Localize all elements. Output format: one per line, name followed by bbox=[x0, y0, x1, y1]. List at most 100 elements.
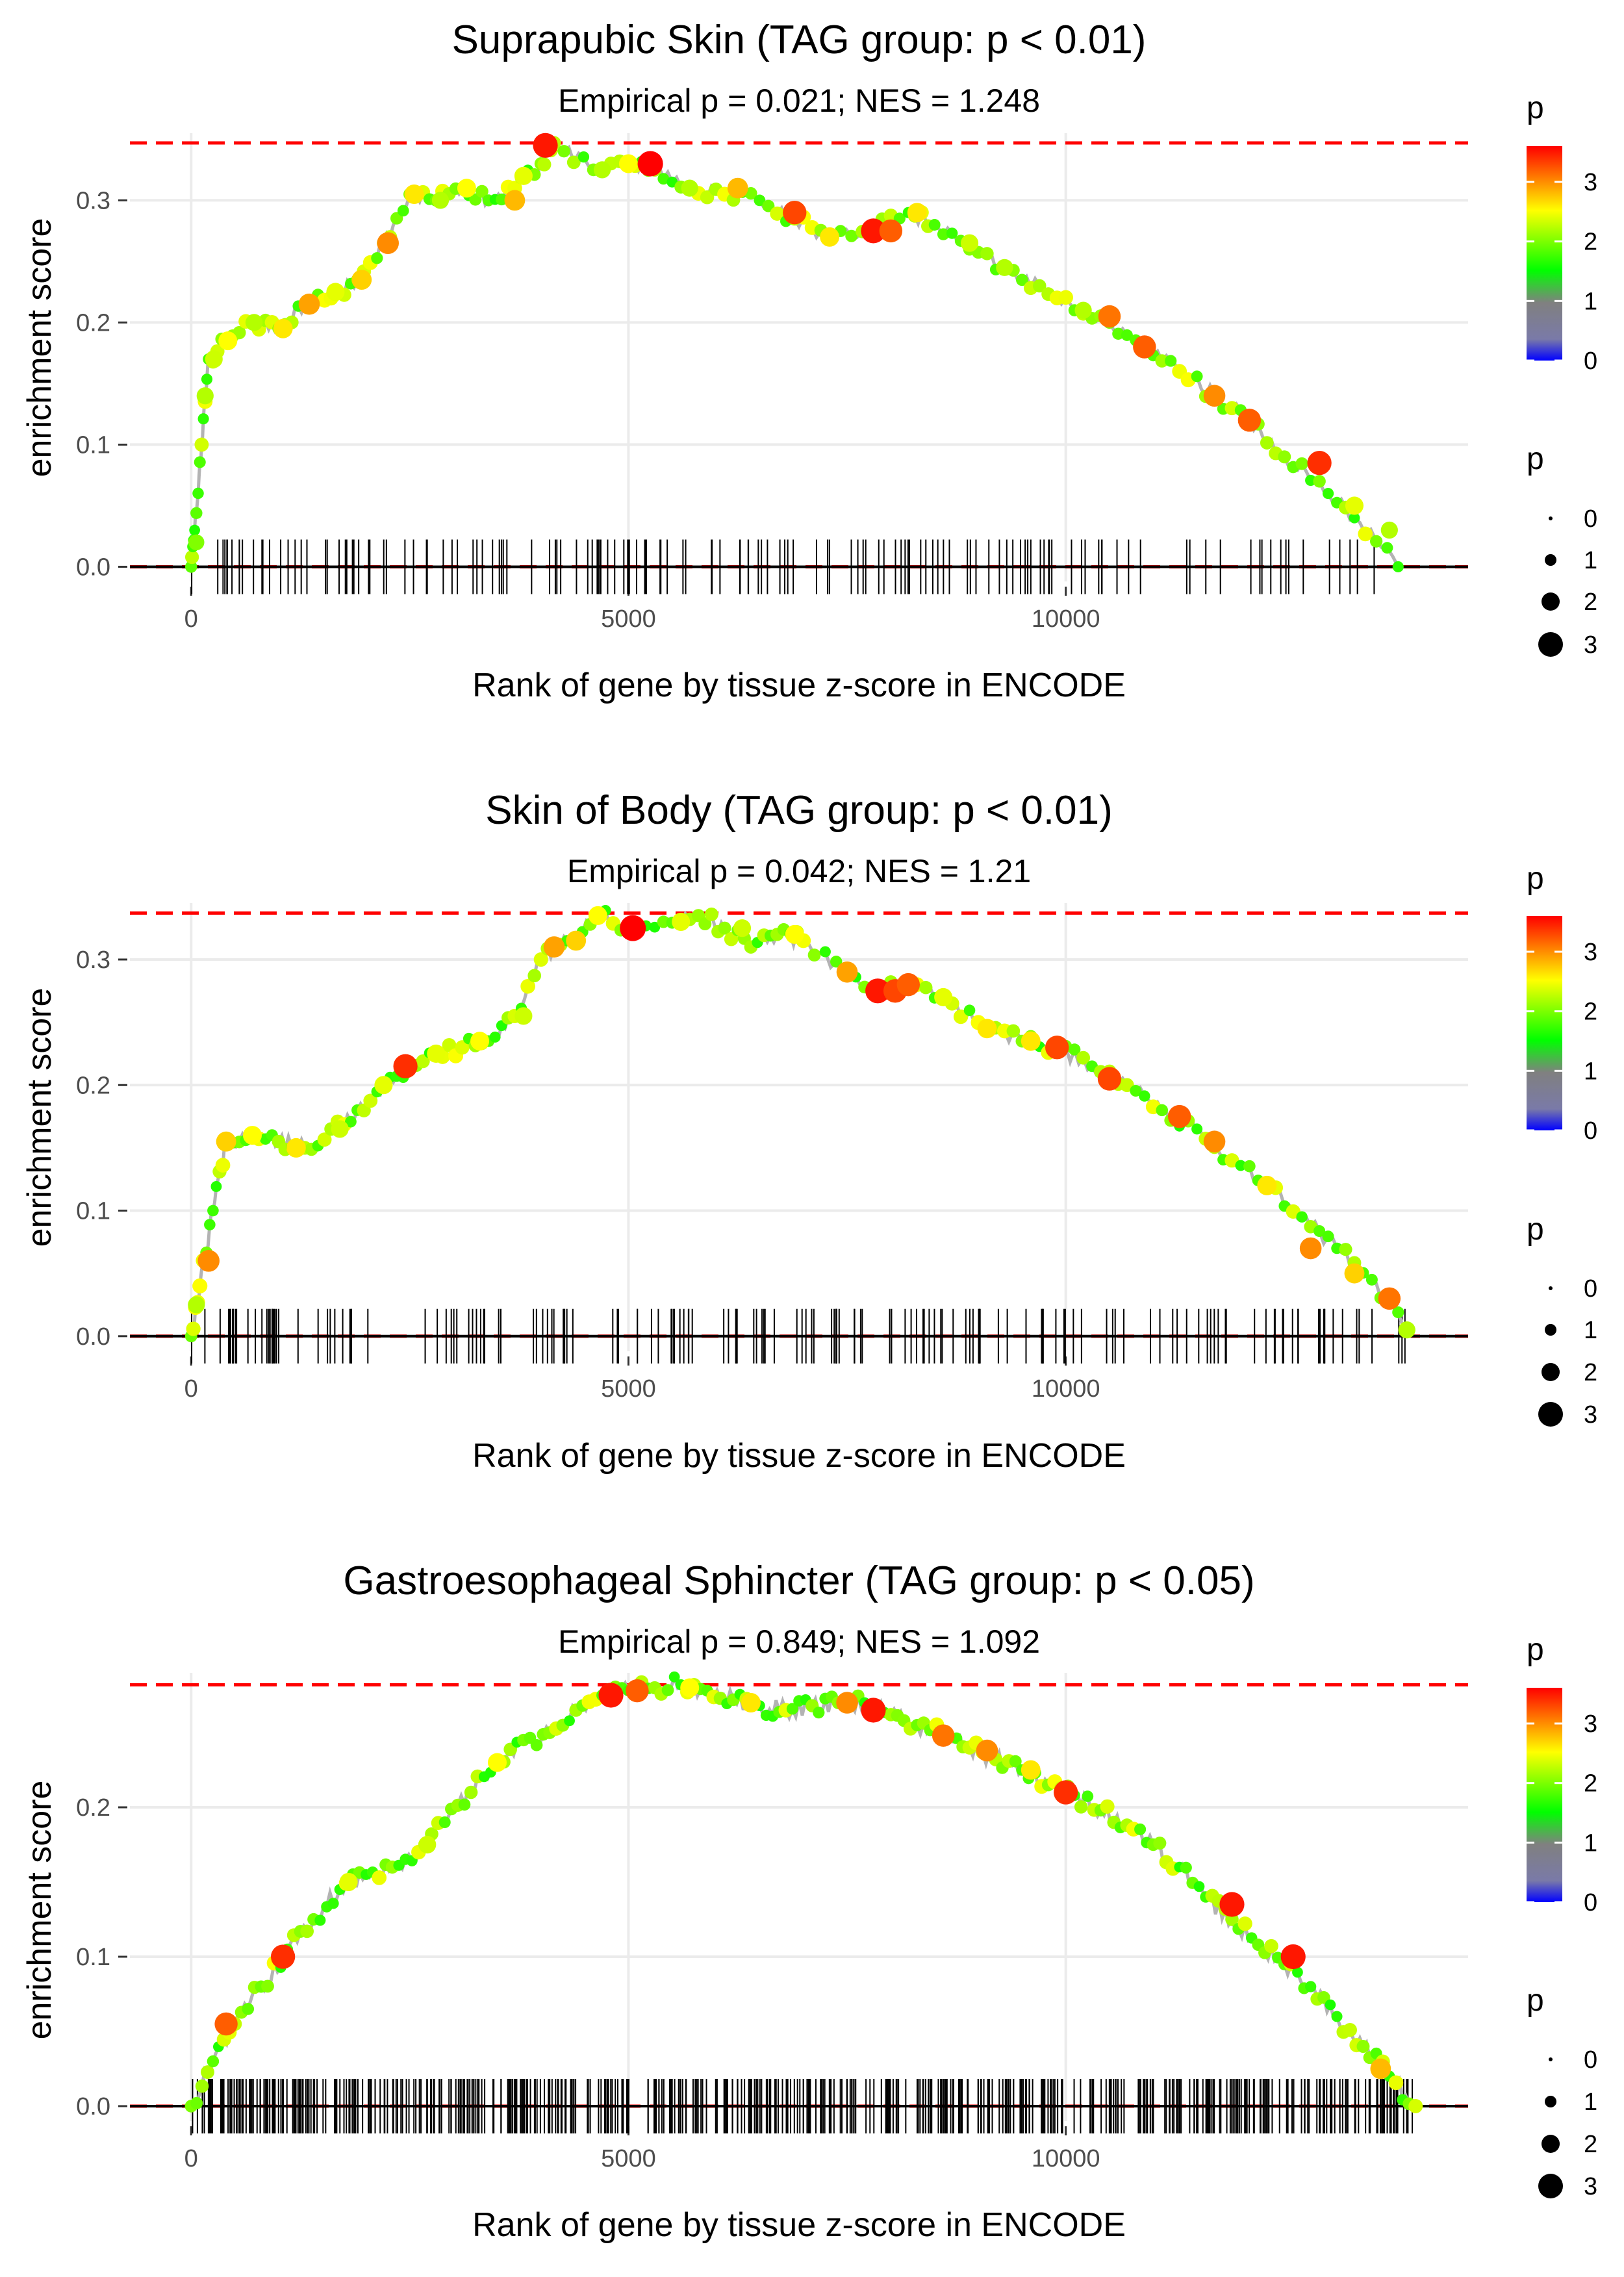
panel-2-gene-point bbox=[416, 1054, 430, 1069]
panel-2-gene-point bbox=[197, 1250, 220, 1272]
panel-3-colorbar-tick-0: 0 bbox=[1584, 1889, 1597, 1916]
panel-2-gene-point bbox=[807, 948, 821, 961]
panel-2-gene-point bbox=[543, 936, 565, 958]
panel-1-gene-point bbox=[1345, 496, 1364, 515]
panel-2-ylabel: enrichment score bbox=[21, 988, 58, 1247]
panel-2-gene-point bbox=[1006, 1024, 1021, 1038]
panel-1: Suprapubic Skin (TAG group: p < 0.01) Em… bbox=[21, 18, 1597, 704]
panel-2-colorbar-tick-1: 1 bbox=[1584, 1058, 1597, 1085]
panel-3-gene-point bbox=[418, 1835, 437, 1854]
panel-1-gene-point bbox=[404, 184, 424, 204]
panel-2-gene-point bbox=[1068, 1043, 1081, 1056]
panel-3-gene-point bbox=[1074, 1800, 1088, 1814]
panel-1-xtick-label: 0 bbox=[184, 605, 198, 633]
panel-2-gene-point bbox=[724, 932, 739, 947]
panel-1-size-label-0: 0 bbox=[1584, 505, 1597, 533]
panel-2-es-curve bbox=[189, 907, 1408, 1337]
panel-2-gene-point bbox=[1378, 1287, 1401, 1310]
panel-3-gene-point bbox=[1219, 1892, 1245, 1917]
panel-2-size-label-3: 3 bbox=[1584, 1401, 1597, 1429]
panel-1-subtitle: Empirical p = 0.021; NES = 1.248 bbox=[558, 83, 1040, 119]
panel-1-gene-point bbox=[1203, 385, 1226, 407]
panel-2-gene-point bbox=[1243, 1160, 1256, 1173]
panel-3-gene-point bbox=[1021, 1760, 1041, 1780]
panel-1-gene-point bbox=[184, 550, 199, 565]
panel-3-gene-point bbox=[530, 1738, 543, 1751]
panel-2-gene-point bbox=[1398, 1321, 1415, 1339]
panel-1-title: Suprapubic Skin (TAG group: p < 0.01) bbox=[452, 18, 1147, 62]
panel-2-points bbox=[188, 906, 1415, 1339]
panel-3-gene-point bbox=[680, 1678, 700, 1698]
panel-1-ytick-label: 0.0 bbox=[76, 553, 110, 581]
panel-1-gene-point bbox=[770, 206, 785, 221]
panel-3-subtitle: Empirical p = 0.849; NES = 1.092 bbox=[558, 1623, 1040, 1660]
panel-1-gene-point bbox=[980, 247, 994, 261]
panel-1-gene-point bbox=[960, 234, 979, 252]
panel-1-gene-point bbox=[514, 166, 533, 185]
panel-2-title: Skin of Body (TAG group: p < 0.01) bbox=[485, 788, 1113, 833]
panel-1-gene-point bbox=[928, 219, 941, 231]
panel-2-gene-point bbox=[1365, 1273, 1378, 1286]
panel-2-gene-point bbox=[374, 1076, 393, 1095]
panel-3-gene-point bbox=[487, 1753, 507, 1772]
panel-1-gene-point bbox=[1074, 301, 1092, 319]
panel-2-gene-point bbox=[527, 969, 542, 983]
panel-3-legend: p 0 1 2 3 p 0 1 2 3 bbox=[1527, 1633, 1597, 2200]
panel-1-gene-point bbox=[1191, 370, 1203, 383]
panel-3-gene-point bbox=[1134, 1823, 1147, 1835]
panel-1-gene-point bbox=[657, 173, 670, 185]
panel-2-ytick-label: 0.1 bbox=[76, 1198, 110, 1225]
panel-1-gene-point bbox=[351, 270, 372, 290]
panel-2-gene-point bbox=[1299, 1237, 1322, 1260]
panel-2-gene-point bbox=[649, 921, 661, 933]
panel-2-gene-point bbox=[718, 921, 731, 935]
panel-1-colorbar-tick-1: 1 bbox=[1584, 288, 1597, 315]
panel-2-gene-point bbox=[704, 907, 718, 921]
panel-1-gene-point bbox=[205, 350, 223, 368]
panel-1-gene-point bbox=[537, 157, 552, 172]
panel-2-gene-point bbox=[1257, 1175, 1277, 1195]
panel-2-subtitle: Empirical p = 0.042; NES = 1.21 bbox=[567, 853, 1031, 889]
panel-3-gene-point bbox=[1280, 1944, 1306, 1970]
panel-1-gene-point bbox=[637, 151, 663, 177]
panel-1-gene-point bbox=[845, 229, 858, 242]
panel-1-gene-point bbox=[1278, 450, 1291, 464]
panel-3-gene-point bbox=[836, 1692, 858, 1714]
panel-3-gene-point bbox=[270, 1944, 296, 1969]
panel-1-gene-point bbox=[197, 413, 209, 425]
panel-2-gene-point bbox=[785, 924, 804, 944]
panel-2-gene-point bbox=[865, 978, 891, 1004]
panel-3-gene-point bbox=[372, 1870, 387, 1885]
panel-1-ylabel: enrichment score bbox=[21, 218, 58, 477]
panel-2-gene-point bbox=[1296, 1211, 1308, 1223]
panel-1-gene-point bbox=[618, 154, 638, 173]
panel-3-gene-point bbox=[1304, 1981, 1317, 1992]
panel-2-gene-point bbox=[566, 930, 587, 951]
panel-2-size-label-0: 0 bbox=[1584, 1275, 1597, 1303]
panel-1-size-legend-title: p bbox=[1527, 442, 1544, 476]
panel-3-size-legend-title: p bbox=[1527, 1983, 1544, 2018]
panel-2-gene-point bbox=[977, 1019, 997, 1039]
panel-2-size-label-1: 1 bbox=[1584, 1317, 1597, 1344]
panel-3-gene-point bbox=[741, 1693, 761, 1712]
panel-3-gene-point bbox=[464, 1785, 478, 1800]
panel-1-colorbar-tick-2: 2 bbox=[1584, 229, 1597, 256]
panel-1-xtick-label: 5000 bbox=[601, 605, 656, 633]
panel-1-gene-point bbox=[783, 201, 807, 225]
panel-1-gene-point bbox=[1112, 327, 1124, 340]
panel-1-gene-point bbox=[1380, 521, 1398, 539]
panel-1-gene-point bbox=[504, 190, 526, 211]
panel-2-gene-point bbox=[520, 978, 535, 994]
panel-1-gene-point bbox=[820, 227, 840, 247]
panel-3-gene-point bbox=[438, 1816, 451, 1829]
panel-3-size-label-1: 1 bbox=[1584, 2089, 1597, 2116]
panel-2-gene-point bbox=[215, 1158, 231, 1173]
panel-2-gene-point bbox=[953, 1009, 969, 1024]
panel-3-points bbox=[214, 1678, 1391, 2080]
panel-1-gene-point bbox=[298, 293, 320, 315]
panel-1-gene-point bbox=[190, 507, 203, 520]
panel-3-gene-point bbox=[190, 2096, 203, 2109]
panel-1-xlabel: Rank of gene by tissue z-score in ENCODE bbox=[472, 667, 1126, 704]
panel-1-gene-point bbox=[188, 534, 205, 551]
